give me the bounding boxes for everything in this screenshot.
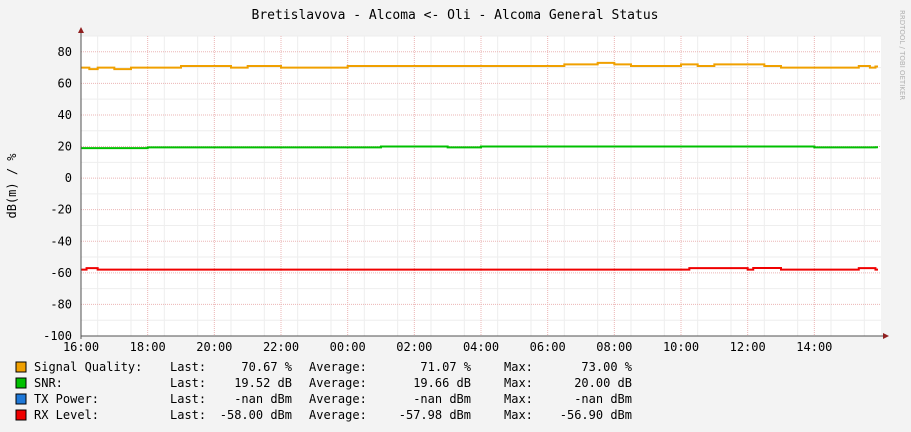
legend-last-label: Last: [170, 392, 206, 406]
grid [81, 35, 881, 337]
legend-max-value: 73.00 % [581, 360, 632, 374]
legend-max-value: -nan dBm [574, 392, 632, 406]
legend-series-name: TX Power: [34, 392, 99, 406]
legend-max-label: Max: [504, 360, 533, 374]
x-axis-arrow [883, 333, 889, 339]
y-tick-label: 20 [58, 140, 72, 154]
legend-series-name: Signal Quality: [34, 360, 142, 374]
legend-average-label: Average: [309, 360, 367, 374]
legend-swatch [15, 393, 27, 405]
series-line [81, 61, 878, 71]
x-tick-label: 04:00 [463, 340, 499, 354]
series-line [81, 145, 878, 150]
y-tick-label: -100 [43, 329, 72, 343]
legend-average-value: 19.66 dB [413, 376, 471, 390]
x-tick-label: 22:00 [263, 340, 299, 354]
chart-title: Bretislavova - Alcoma <- Oli - Alcoma Ge… [252, 8, 659, 23]
legend-average-value: 71.07 % [420, 360, 471, 374]
x-tick-label: 08:00 [596, 340, 632, 354]
series-line [81, 266, 878, 271]
legend-last-value: -58.00 dBm [220, 408, 292, 422]
legend-average-value: -57.98 dBm [399, 408, 471, 422]
legend-series-name: SNR: [34, 376, 63, 390]
legend-last-label: Last: [170, 408, 206, 422]
y-tick-label: 80 [58, 45, 72, 59]
y-tick-label: -20 [50, 203, 72, 217]
legend-max-value: -56.90 dBm [560, 408, 632, 422]
x-tick-label: 14:00 [796, 340, 832, 354]
legend-average-label: Average: [309, 376, 367, 390]
series-lines [81, 61, 878, 271]
legend-average-value: -nan dBm [413, 392, 471, 406]
y-tick-label: 40 [58, 108, 72, 122]
legend-last-value: 19.52 dB [234, 376, 292, 390]
legend-max-label: Max: [504, 408, 533, 422]
legend-swatch [15, 377, 27, 389]
y-tick-label: -60 [50, 266, 72, 280]
y-axis-label: dB(m) / % [5, 153, 19, 219]
axes [78, 27, 889, 339]
x-tick-label: 02:00 [396, 340, 432, 354]
legend-swatch [15, 361, 27, 373]
legend: Signal Quality: Last: 70.67 % Average: 71.07… [15, 360, 633, 422]
legend-max-label: Max: [504, 392, 533, 406]
watermark: RRDTOOL / TOBI OETIKER [898, 10, 906, 100]
y-tick-label: 0 [65, 171, 72, 185]
y-tick-label: -80 [50, 297, 72, 311]
legend-swatch [15, 409, 27, 421]
y-tick-label: 60 [58, 76, 72, 90]
legend-last-label: Last: [170, 360, 206, 374]
legend-last-value: 70.67 % [241, 360, 292, 374]
legend-last-label: Last: [170, 376, 206, 390]
legend-series-name: RX Level: [34, 408, 99, 422]
x-tick-label: 10:00 [663, 340, 699, 354]
x-tick-label: 18:00 [130, 340, 166, 354]
x-tick-label: 06:00 [530, 340, 566, 354]
legend-average-label: Average: [309, 408, 367, 422]
legend-last-value: -nan dBm [234, 392, 292, 406]
legend-max-label: Max: [504, 376, 533, 390]
x-tick-label: 12:00 [730, 340, 766, 354]
legend-average-label: Average: [309, 392, 367, 406]
x-tick-label: 20:00 [196, 340, 232, 354]
x-tick-label: 16:00 [63, 340, 99, 354]
legend-max-value: 20.00 dB [574, 376, 632, 390]
y-axis-arrow [78, 27, 84, 33]
x-tick-label: 00:00 [330, 340, 366, 354]
y-tick-label: -40 [50, 234, 72, 248]
